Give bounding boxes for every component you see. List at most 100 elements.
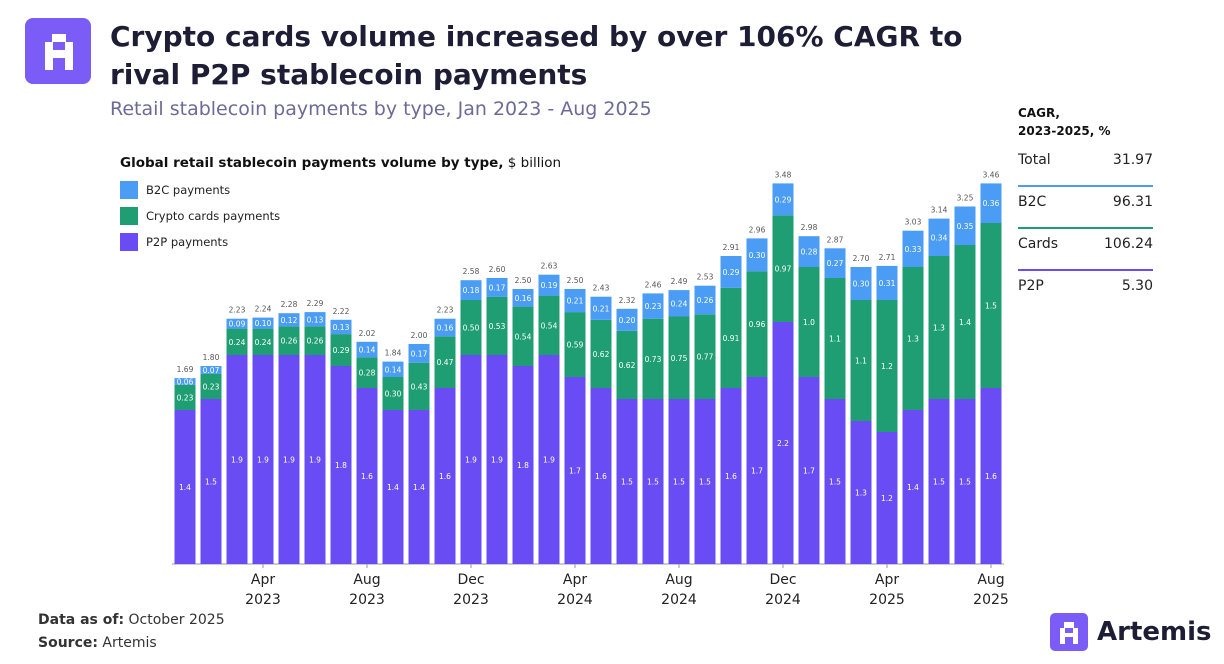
bar-segment (720, 287, 742, 388)
bar-segment (200, 373, 222, 399)
segment-label: 0.16 (515, 294, 532, 303)
bar-segment (486, 278, 508, 297)
bar-segment (382, 361, 404, 377)
segment-label: 0.47 (437, 358, 454, 367)
title: Crypto cards volume increased by over 10… (110, 20, 963, 91)
segment-label: 0.50 (463, 324, 480, 333)
bar-segment (694, 399, 716, 564)
segment-label: 0.14 (385, 365, 402, 374)
bar-segment (902, 230, 924, 267)
segment-label: 1.2 (881, 494, 893, 503)
segment-label: 1.5 (621, 478, 633, 487)
bar-segment (824, 248, 846, 278)
bar-segment (694, 314, 716, 399)
bar-segment (590, 296, 612, 320)
bar-segment (642, 399, 664, 564)
segment-label: 1.6 (595, 472, 607, 481)
data-date: Data as of: October 2025 (38, 612, 225, 628)
bar-segment (876, 300, 898, 432)
bar-segment (174, 378, 196, 385)
segment-label: 1.9 (543, 456, 555, 465)
segment-label: 1.9 (465, 456, 477, 465)
bar-segment (304, 326, 326, 355)
segment-label: 0.26 (281, 337, 298, 346)
segment-label: 0.43 (411, 382, 428, 391)
segment-label: 0.73 (645, 355, 662, 364)
legend-label: Crypto cards payments (146, 209, 280, 223)
bar-segment (954, 206, 976, 245)
bar-segment (252, 317, 274, 329)
legend-label: B2C payments (146, 183, 230, 197)
bar-segment (928, 256, 950, 399)
bar-segment (538, 355, 560, 564)
bar-segment (174, 384, 196, 410)
bar-segment (434, 318, 456, 337)
segment-label: 0.07 (203, 366, 220, 375)
bar-segment (928, 218, 950, 256)
segment-label: 0.17 (489, 283, 506, 292)
x-tick-label: Apr 2025 (869, 572, 905, 608)
segment-label: 1.5 (647, 478, 659, 487)
segment-label: 0.34 (931, 233, 948, 242)
source: Source: Artemis (38, 635, 157, 651)
bar-segment (798, 236, 820, 267)
segment-label: 1.5 (985, 302, 997, 311)
segment-label: 0.21 (593, 304, 610, 313)
total-label: 3.03 (905, 218, 922, 227)
total-label: 2.98 (801, 223, 818, 232)
bar-segment (954, 245, 976, 399)
total-label: 2.46 (645, 280, 662, 289)
segment-label: 0.26 (307, 337, 324, 346)
bar-segment (902, 267, 924, 410)
bar-segment (356, 341, 378, 358)
segment-label: 0.13 (307, 315, 324, 324)
segment-label: 0.26 (697, 296, 714, 305)
bar-segment (460, 355, 482, 564)
total-label: 2.50 (567, 276, 584, 285)
logo-glyph (45, 34, 73, 70)
segment-label: 1.5 (205, 478, 217, 487)
legend-swatch (120, 207, 138, 225)
brand: Artemis (1097, 617, 1212, 647)
total-label: 2.29 (307, 299, 324, 308)
legend-swatch (120, 181, 138, 199)
bar-segment (486, 296, 508, 355)
cagr-row-label: Cards (1018, 236, 1059, 252)
bar-segment (668, 316, 690, 399)
segment-label: 1.4 (959, 318, 971, 327)
bar-segment (278, 355, 300, 564)
segment-label: 0.75 (671, 354, 688, 363)
cagr-row-value: 5.30 (1121, 278, 1153, 294)
segment-label: 1.9 (231, 456, 243, 465)
bar-segment (356, 357, 378, 388)
bar-segment (720, 388, 742, 564)
bar-segment (408, 362, 430, 410)
total-label: 2.00 (411, 331, 428, 340)
bar-segment (590, 388, 612, 564)
segment-label: 1.1 (855, 357, 867, 366)
segment-label: 0.24 (671, 299, 688, 308)
cagr-row-value: 96.31 (1112, 194, 1153, 210)
total-label: 3.14 (931, 206, 948, 215)
bar-segment (772, 322, 794, 564)
bar-segment (824, 278, 846, 399)
segment-label: 1.7 (803, 467, 815, 476)
bar-segment (538, 274, 560, 296)
x-tick-label: Apr 2023 (245, 572, 281, 608)
total-label: 2.49 (671, 277, 688, 286)
x-tick-label: Aug 2024 (661, 572, 697, 608)
bar-segment (304, 312, 326, 327)
bar-segment (876, 432, 898, 564)
bar-segment (434, 388, 456, 564)
bar-segment (694, 285, 716, 315)
segment-label: 1.5 (673, 478, 685, 487)
segment-label: 0.28 (801, 248, 818, 257)
segment-label: 0.54 (541, 321, 558, 330)
subtitle: Retail stablecoin payments by type, Jan … (110, 98, 652, 120)
bar-segment (330, 334, 352, 366)
total-label: 2.23 (229, 306, 246, 315)
segment-label: 1.3 (907, 335, 919, 344)
bar-segment (720, 256, 742, 288)
bar-segment (226, 328, 248, 355)
